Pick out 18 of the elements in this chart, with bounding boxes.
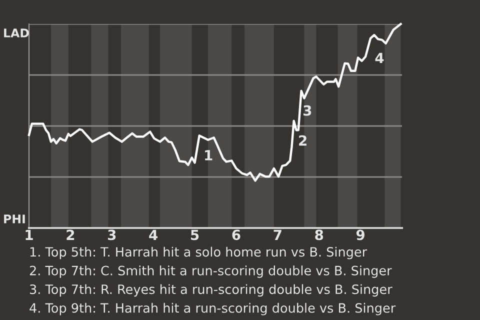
annotation: 2 <box>299 135 306 146</box>
x-tick-label: 2 <box>66 230 74 240</box>
text: 1. Top 5th: T. Harrah hit a solo home run vs B. Singer <box>30 246 368 260</box>
annotation: 4 <box>375 52 384 63</box>
x-tick-label: 4 <box>149 230 158 240</box>
text: 4. Top 9th: T. Harrah hit a run-scoring double vs B. Singer <box>30 302 396 316</box>
text: PHI <box>4 214 25 224</box>
x-tick-label: 3 <box>108 230 116 240</box>
x-tick-label: 1 <box>26 230 33 240</box>
x-tick-label: 9 <box>356 230 364 240</box>
x-tick-label: 8 <box>315 230 324 240</box>
x-tick-label: 5 <box>191 230 199 240</box>
annotation: 3 <box>303 105 312 116</box>
annotation: 1 <box>205 150 212 160</box>
text: 3. Top 7th: R. Reyes hit a run-scoring double vs B. Singer <box>30 284 392 297</box>
x-tick-label: 6 <box>232 230 240 240</box>
text: 2. Top 7th: C. Smith hit a run-scoring double vs B. Singer <box>30 266 392 278</box>
x-tick-label: 7 <box>274 230 282 240</box>
